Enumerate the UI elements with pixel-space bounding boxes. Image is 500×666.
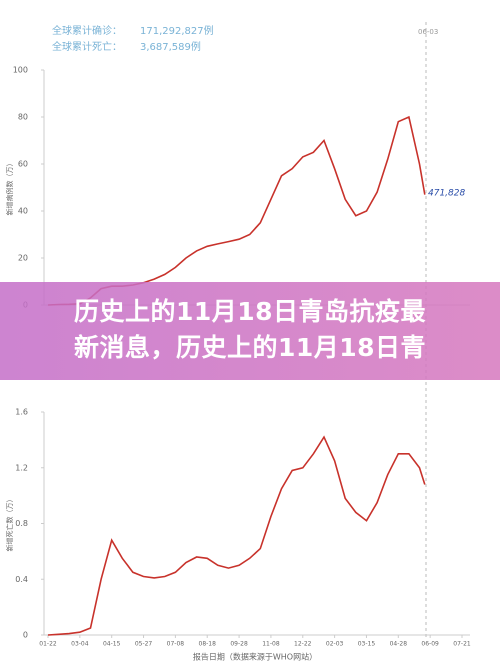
y-axis-label: 新增死亡数（万） (5, 496, 14, 552)
x-tick-label: 09-28 (230, 641, 248, 648)
y-tick-label: 1.6 (15, 408, 28, 417)
banner-line: 历史上的11月18日青岛抗疫最 (73, 297, 427, 326)
title-banner: 历史上的11月18日青岛抗疫最 新消息，历史上的11月18日青 (0, 282, 500, 380)
x-tick-label: 07-08 (167, 641, 185, 648)
banner-line: 新消息，历史上的11月18日青 (73, 333, 427, 362)
annotation: 3,687,589例 (140, 40, 201, 53)
y-tick-label: 40 (18, 207, 28, 216)
y-tick-label: 80 (18, 113, 28, 122)
x-tick-label: 11-08 (262, 641, 280, 648)
x-tick-label: 04-15 (103, 641, 121, 648)
y-tick-label: 1.2 (15, 463, 28, 472)
y-tick-label: 0.4 (15, 575, 28, 584)
y-tick-label: 0.8 (15, 519, 28, 528)
y-tick-label: 20 (18, 254, 28, 263)
annotation: 471,828 (428, 189, 465, 199)
annotation: 06-03 (418, 28, 438, 36)
annotation: 全球累计确诊： (52, 24, 122, 37)
y-tick-label: 100 (13, 66, 28, 75)
x-tick-label: 03-04 (71, 641, 89, 648)
annotation: 171,292,827例 (140, 24, 214, 37)
y-axis-label: 新增病例数（万） (5, 160, 14, 216)
x-tick-label: 03-15 (358, 641, 376, 648)
x-tick-label: 02-03 (326, 641, 344, 648)
y-tick-label: 60 (18, 160, 28, 169)
x-tick-label: 05-27 (135, 641, 153, 648)
data-line (47, 435, 426, 636)
x-tick-label: 07-21 (453, 641, 471, 648)
x-tick-label: 06-09 (421, 641, 439, 648)
y-tick-label: 0 (23, 631, 28, 640)
x-tick-label: 01-22 (39, 641, 57, 648)
x-tick-label: 08-18 (199, 641, 217, 648)
data-line (47, 115, 426, 306)
x-tick-label: 04-28 (390, 641, 408, 648)
annotation: 全球累计死亡： (52, 40, 122, 53)
x-axis-label: 报告日期（数据来源于WHO网站） (193, 652, 317, 662)
x-tick-label: 12-22 (294, 641, 312, 648)
